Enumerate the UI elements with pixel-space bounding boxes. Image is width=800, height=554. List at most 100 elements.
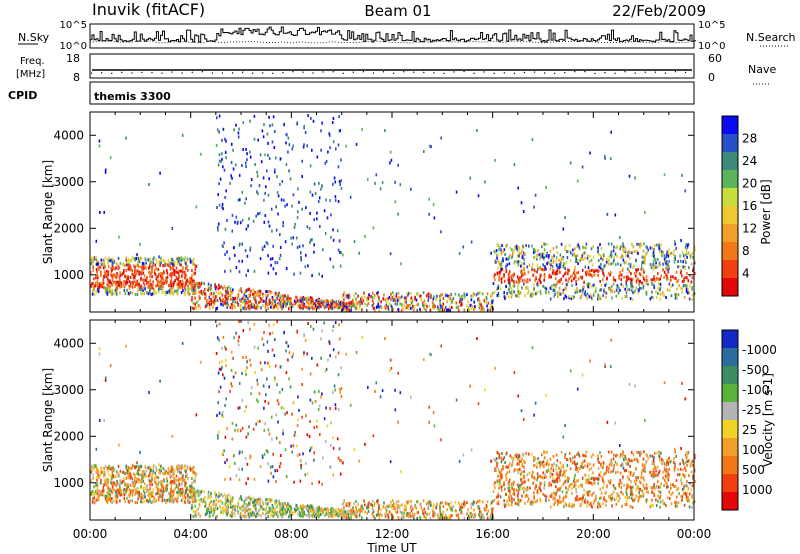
power-cell [582,252,585,256]
velocity-cell [189,495,191,499]
velocity-cell [111,467,113,471]
power-cell [336,302,338,306]
velocity-cell [316,513,319,517]
power-cell [675,271,678,274]
power-cell [622,244,625,248]
velocity-cell [170,499,172,503]
freq-panel: Freq. [MHz] 18 8 60 0 Nave [16,52,776,85]
velocity-cell [491,509,494,512]
velocity-cell [189,489,191,493]
velocity-cell [284,510,287,514]
power-cell [98,139,101,143]
power-cell [563,262,565,266]
power-cell [296,246,299,249]
velocity-cell [153,464,155,468]
power-cell [140,276,142,280]
power-cell [290,301,292,305]
velocity-cell [425,516,427,520]
power-cell [577,271,580,275]
velocity-cell [191,493,193,496]
nave-dot [564,71,566,74]
colorbar-tick-label: 12 [742,222,757,236]
velocity-cell [136,472,138,476]
power-cell [265,290,267,294]
power-cell [117,256,120,260]
power-cell [359,303,361,307]
power-cell [181,256,183,260]
velocity-cell [451,514,453,517]
power-cell [653,263,655,266]
velocity-cell [131,466,133,470]
power-cell [262,294,264,298]
velocity-cell [175,474,178,478]
power-cell [119,291,121,295]
velocity-cell [92,467,95,471]
power-cell [346,293,348,297]
velocity-cell [107,469,109,473]
power-cell [466,304,468,308]
velocity-cell [275,505,278,509]
power-cell [288,143,291,147]
power-cell [410,187,412,191]
power-cell [581,268,584,272]
velocity-cell [190,506,193,510]
velocity-cell [117,488,120,492]
velocity-cell [436,513,439,517]
power-cell [555,260,557,263]
power-cell [118,276,121,280]
velocity-cell [205,503,207,507]
velocity-cell [116,481,119,485]
power-cell [559,288,561,292]
power-cell [517,286,519,290]
velocity-cell [170,492,173,496]
power-cell [502,259,504,263]
velocity-cell [204,495,206,499]
velocity-cell [173,481,176,485]
power-cell [409,304,411,308]
power-cell [575,279,577,283]
power-cell [378,298,380,301]
power-cell [371,291,374,295]
velocity-cell [125,490,127,494]
velocity-cell [123,477,125,480]
velocity-cell [110,481,112,485]
power-colorbar-label: Power [dB] [759,179,773,244]
velocity-cell [482,516,484,520]
power-cell [348,294,351,297]
velocity-cell [312,515,314,519]
power-cell [375,173,378,177]
velocity-cell [148,479,151,483]
velocity-cell [490,502,492,506]
power-cell [539,289,542,293]
power-cell [558,258,560,262]
power-cell [603,264,606,268]
power-cell [189,292,191,296]
power-cell [686,252,689,255]
velocity-cell [168,492,170,496]
velocity-cell [157,496,160,500]
power-cell [393,294,395,298]
power-cell [308,227,311,230]
velocity-cell [497,502,500,506]
power-cell [165,293,167,296]
power-cell [406,304,409,307]
velocity-cell [169,499,171,503]
power-cell [313,302,315,305]
power-cell [231,291,234,295]
velocity-cell [259,497,261,501]
power-cell [300,302,303,305]
power-cell [162,264,164,268]
power-cell [377,291,379,295]
power-cell [420,294,422,298]
power-cell [625,291,628,295]
power-cell [586,296,588,300]
power-cell [312,304,315,308]
velocity-cell [513,490,515,494]
power-cell [624,247,626,250]
power-cell [287,299,289,303]
power-cell [176,283,178,287]
power-cell [500,280,503,284]
power-cell [410,296,413,300]
power-cell [147,281,150,284]
power-cell [655,296,658,300]
